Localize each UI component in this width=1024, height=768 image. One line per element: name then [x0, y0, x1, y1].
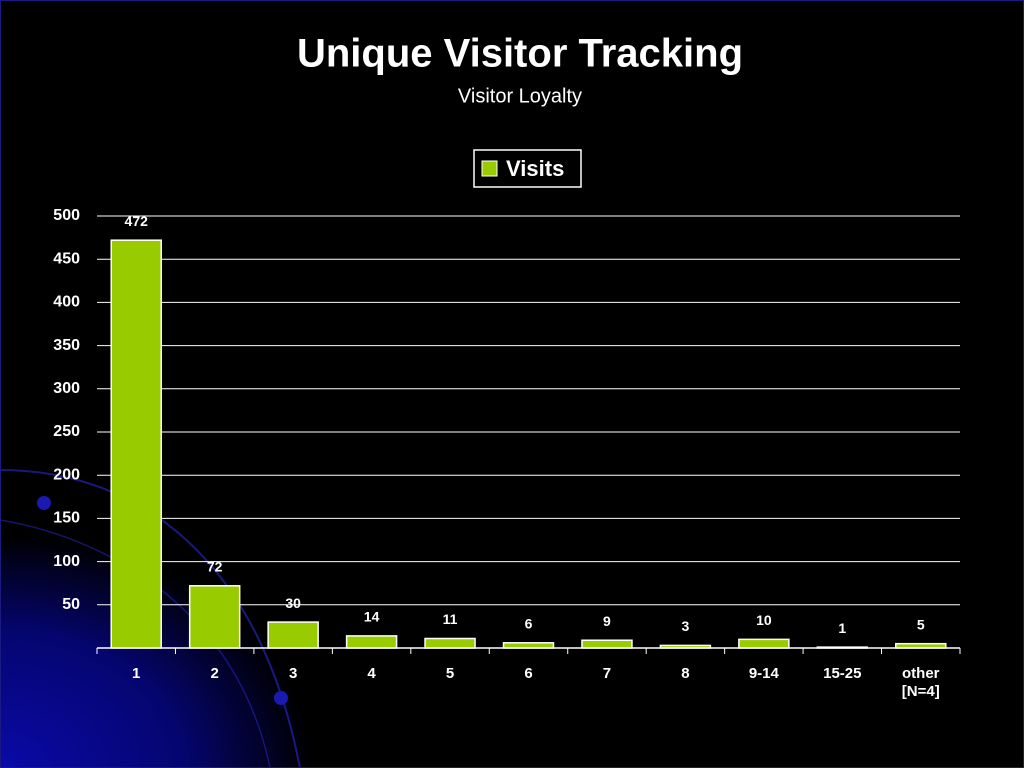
- bar: [502, 642, 555, 649]
- x-tick-label: 6: [524, 665, 532, 682]
- x-tick-label: 3: [289, 665, 297, 682]
- legend-box: [473, 149, 582, 188]
- bar: [267, 621, 319, 649]
- y-tick-label: 50: [62, 596, 80, 613]
- data-label: 1: [838, 620, 846, 636]
- chart-title: Unique Visitor Tracking: [297, 32, 743, 76]
- x-tick-label: 8: [681, 665, 689, 682]
- decor-dot: [37, 496, 51, 510]
- data-label: 9: [603, 613, 611, 629]
- data-label: 6: [525, 616, 533, 632]
- data-label: 472: [125, 213, 149, 229]
- y-tick-label: 450: [53, 250, 80, 267]
- bar: [581, 639, 633, 649]
- data-label: 10: [756, 612, 772, 628]
- legend-label: Visits: [506, 156, 564, 181]
- y-tick-label: 350: [53, 337, 80, 354]
- data-label: 11: [443, 611, 458, 627]
- x-tick-label: other [N=4]: [902, 665, 940, 700]
- decor-dot: [274, 691, 288, 705]
- data-label: 14: [364, 609, 380, 625]
- y-tick-label: 400: [53, 294, 80, 311]
- x-tick-label: 9-14: [749, 665, 780, 682]
- bar: [424, 637, 476, 649]
- bar: [816, 646, 869, 649]
- x-tick-label: 7: [603, 665, 611, 682]
- chart-subtitle: Visitor Loyalty: [458, 85, 582, 107]
- data-label: 30: [285, 595, 301, 611]
- y-tick-label: 500: [53, 207, 80, 224]
- x-tick-label: 15-25: [823, 665, 861, 682]
- x-tick-label: 2: [211, 665, 219, 682]
- bar: [659, 644, 712, 649]
- legend-swatch: [481, 160, 498, 177]
- y-tick-label: 200: [53, 466, 80, 483]
- decor-curve: [0, 469, 301, 768]
- background-glow: [0, 380, 520, 768]
- y-tick-label: 100: [53, 553, 80, 570]
- x-tick-label: 5: [446, 665, 454, 682]
- x-tick-label: 1: [132, 665, 140, 682]
- bar: [345, 635, 398, 649]
- bar: [895, 642, 947, 649]
- y-tick-label: 250: [53, 423, 80, 440]
- data-label: 3: [682, 618, 690, 634]
- bar: [110, 239, 162, 649]
- y-tick-label: 150: [53, 510, 80, 527]
- bar: [738, 638, 790, 649]
- data-label: 72: [207, 558, 223, 574]
- data-label: 5: [917, 616, 925, 632]
- y-tick-label: 300: [53, 380, 80, 397]
- x-tick-label: 4: [367, 665, 376, 682]
- bar: [188, 585, 241, 649]
- decor-curve: [0, 519, 271, 768]
